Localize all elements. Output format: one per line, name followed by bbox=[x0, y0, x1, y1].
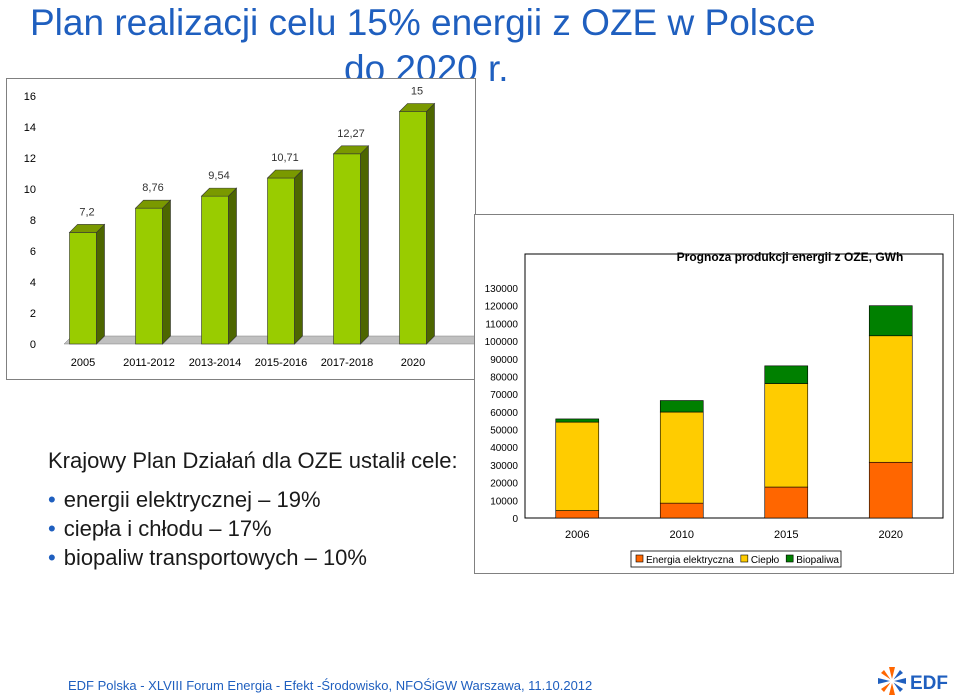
chart-oze-forecast-y-tick-6: 60000 bbox=[490, 408, 518, 419]
chart-oze-forecast-segment-3-0 bbox=[868, 461, 913, 519]
chart-oze-forecast-segment-2-0 bbox=[764, 486, 809, 519]
chart-oze-forecast-y-tick-9: 90000 bbox=[490, 355, 518, 366]
target-item-electricity: energii elektrycznej – 19% bbox=[48, 485, 478, 514]
targets-text: Krajowy Plan Działań dla OZE ustalił cel… bbox=[48, 446, 478, 572]
chart-oze-target-y-tick-3: 6 bbox=[30, 246, 36, 258]
chart-oze-forecast-y-tick-13: 130000 bbox=[485, 284, 519, 295]
chart-oze-target-value-label-1: 8,76 bbox=[142, 182, 163, 194]
chart-oze-target-x-tick-0: 2005 bbox=[71, 357, 95, 369]
chart-oze-forecast-x-tick-0: 2006 bbox=[565, 529, 589, 541]
chart-oze-forecast-y-ticks: 0 10000 20000 30000 40000 50000 60000 70000 8000… bbox=[485, 284, 519, 525]
chart-oze-forecast-y-tick-10: 100000 bbox=[485, 337, 519, 348]
chart-oze-forecast-legend: Energia elektryczna Ciepło Biopaliwa bbox=[630, 550, 842, 568]
chart-oze-forecast-segment-0-1 bbox=[555, 421, 600, 511]
chart-oze-target: 0 2 4 6 8 10 12 14 16 7,2 8,76 9,54 10,71 12,27 15 20… bbox=[6, 78, 476, 380]
chart-oze-target-y-tick-0: 0 bbox=[30, 339, 36, 351]
footer-bar bbox=[0, 670, 960, 698]
chart-oze-forecast-legend-label-0: Energia elektryczna bbox=[646, 555, 734, 566]
chart-oze-forecast-y-tick-11: 110000 bbox=[485, 319, 518, 330]
chart-oze-forecast: Prognoza produkcji energii z OZE, GWh 0 1… bbox=[474, 214, 954, 574]
chart-oze-forecast-y-tick-3: 30000 bbox=[490, 461, 518, 472]
targets-heading: Krajowy Plan Działań dla OZE ustalił cel… bbox=[48, 448, 458, 473]
chart-oze-target-y-tick-8: 16 bbox=[24, 91, 36, 103]
chart-oze-forecast-segment-0-2 bbox=[555, 418, 600, 423]
edf-logo-sun-icon bbox=[878, 667, 906, 695]
chart-oze-target-x-tick-1: 2011-2012 bbox=[123, 357, 175, 369]
chart-oze-forecast-legend-item-0: Energia elektryczna bbox=[635, 554, 734, 566]
chart-oze-forecast-legend-label-2: Biopaliwa bbox=[796, 555, 839, 566]
chart-oze-target-bar-2011-2012 bbox=[134, 199, 172, 345]
chart-oze-forecast-y-tick-7: 70000 bbox=[490, 390, 518, 401]
chart-oze-target-y-tick-4: 8 bbox=[30, 215, 36, 227]
chart-oze-target-value-label-0: 7,2 bbox=[79, 206, 94, 218]
chart-oze-target-y-tick-5: 10 bbox=[24, 184, 36, 196]
slide-title-line1: Plan realizacji celu 15% energii z OZE w… bbox=[30, 2, 816, 43]
chart-oze-forecast-bars bbox=[555, 305, 913, 519]
target-item-heat: ciepła i chłodu – 17% bbox=[48, 514, 478, 543]
chart-oze-forecast-segment-1-1 bbox=[659, 411, 704, 504]
chart-oze-target-value-labels: 7,2 8,76 9,54 10,71 12,27 15 bbox=[79, 86, 423, 219]
chart-oze-forecast-x-ticks: 2006 2010 2015 2020 bbox=[565, 529, 903, 541]
chart-oze-forecast-y-tick-12: 120000 bbox=[485, 302, 519, 313]
chart-oze-target-value-label-2: 9,54 bbox=[208, 170, 229, 182]
chart-oze-forecast-segment-3-1 bbox=[868, 335, 913, 463]
chart-oze-target-y-tick-7: 14 bbox=[24, 122, 36, 134]
edf-logo: EDF bbox=[878, 667, 948, 695]
chart-oze-target-value-label-5: 15 bbox=[411, 86, 423, 98]
chart-oze-forecast-legend-item-1: Ciepło bbox=[740, 554, 780, 566]
chart-oze-forecast-plot-area bbox=[524, 253, 944, 519]
chart-oze-forecast-bar-2006 bbox=[555, 418, 600, 519]
chart-oze-forecast-y-tick-8: 80000 bbox=[490, 372, 518, 383]
chart-oze-forecast-x-tick-3: 2020 bbox=[879, 529, 903, 541]
chart-oze-target-y-tick-2: 4 bbox=[30, 277, 36, 289]
chart-oze-forecast-y-tick-4: 40000 bbox=[490, 443, 518, 454]
chart-oze-forecast-legend-item-2: Biopaliwa bbox=[785, 554, 839, 566]
chart-oze-forecast-segment-1-2 bbox=[659, 400, 704, 413]
chart-oze-forecast-y-tick-0: 0 bbox=[512, 514, 518, 525]
chart-oze-forecast-y-tick-1: 10000 bbox=[490, 496, 518, 507]
chart-oze-target-bar-2005 bbox=[68, 223, 106, 345]
chart-oze-forecast-title: Prognoza produkcji energii z OZE, GWh bbox=[677, 250, 904, 264]
chart-oze-forecast-bar-2020 bbox=[868, 305, 913, 519]
targets-list: energii elektrycznej – 19% ciepła i chło… bbox=[48, 485, 478, 572]
footer-text: EDF Polska - XLVIII Forum Energia - Efek… bbox=[68, 678, 593, 693]
chart-oze-forecast-legend-label-1: Ciepło bbox=[751, 555, 780, 566]
chart-oze-target-x-tick-3: 2015-2016 bbox=[255, 357, 308, 369]
target-item-biofuels: biopaliw transportowych – 10% bbox=[48, 543, 478, 572]
chart-oze-forecast-segment-1-0 bbox=[659, 502, 704, 519]
chart-oze-target-bar-2013-2014 bbox=[200, 187, 238, 345]
chart-oze-target-value-label-4: 12,27 bbox=[337, 128, 365, 140]
chart-oze-forecast-bar-2010 bbox=[659, 400, 704, 519]
chart-oze-target-x-tick-4: 2017-2018 bbox=[321, 357, 374, 369]
chart-oze-target-y-ticks: 0 2 4 6 8 10 12 14 16 bbox=[24, 91, 36, 351]
chart-oze-forecast-segment-3-2 bbox=[868, 305, 913, 337]
chart-oze-target-y-tick-1: 2 bbox=[30, 308, 36, 320]
slide-title: Plan realizacji celu 15% energii z OZE w… bbox=[30, 0, 930, 92]
chart-oze-forecast-x-tick-2: 2015 bbox=[774, 529, 798, 541]
chart-oze-target-y-tick-6: 12 bbox=[24, 153, 36, 165]
chart-oze-target-x-tick-2: 2013-2014 bbox=[189, 357, 242, 369]
chart-oze-forecast-segment-2-1 bbox=[764, 383, 809, 488]
chart-oze-target-value-label-3: 10,71 bbox=[271, 152, 299, 164]
chart-oze-target-bar-2017-2018 bbox=[332, 145, 370, 345]
chart-oze-target-bars bbox=[68, 102, 436, 345]
chart-oze-forecast-y-tick-2: 20000 bbox=[490, 479, 518, 490]
chart-oze-forecast-x-tick-1: 2010 bbox=[670, 529, 694, 541]
chart-oze-target-bar-2020 bbox=[398, 102, 436, 345]
chart-oze-forecast-y-tick-5: 50000 bbox=[490, 426, 518, 437]
chart-oze-target-x-tick-5: 2020 bbox=[401, 357, 425, 369]
chart-oze-forecast-segment-0-0 bbox=[555, 510, 600, 519]
chart-oze-target-bar-2015-2016 bbox=[266, 169, 304, 345]
chart-oze-forecast-segment-2-2 bbox=[764, 365, 809, 384]
chart-oze-target-x-ticks: 2005 2011-2012 2013-2014 2015-2016 2017-2018… bbox=[71, 357, 425, 369]
edf-logo-text: EDF bbox=[910, 673, 948, 694]
chart-oze-forecast-bar-2015 bbox=[764, 365, 809, 519]
